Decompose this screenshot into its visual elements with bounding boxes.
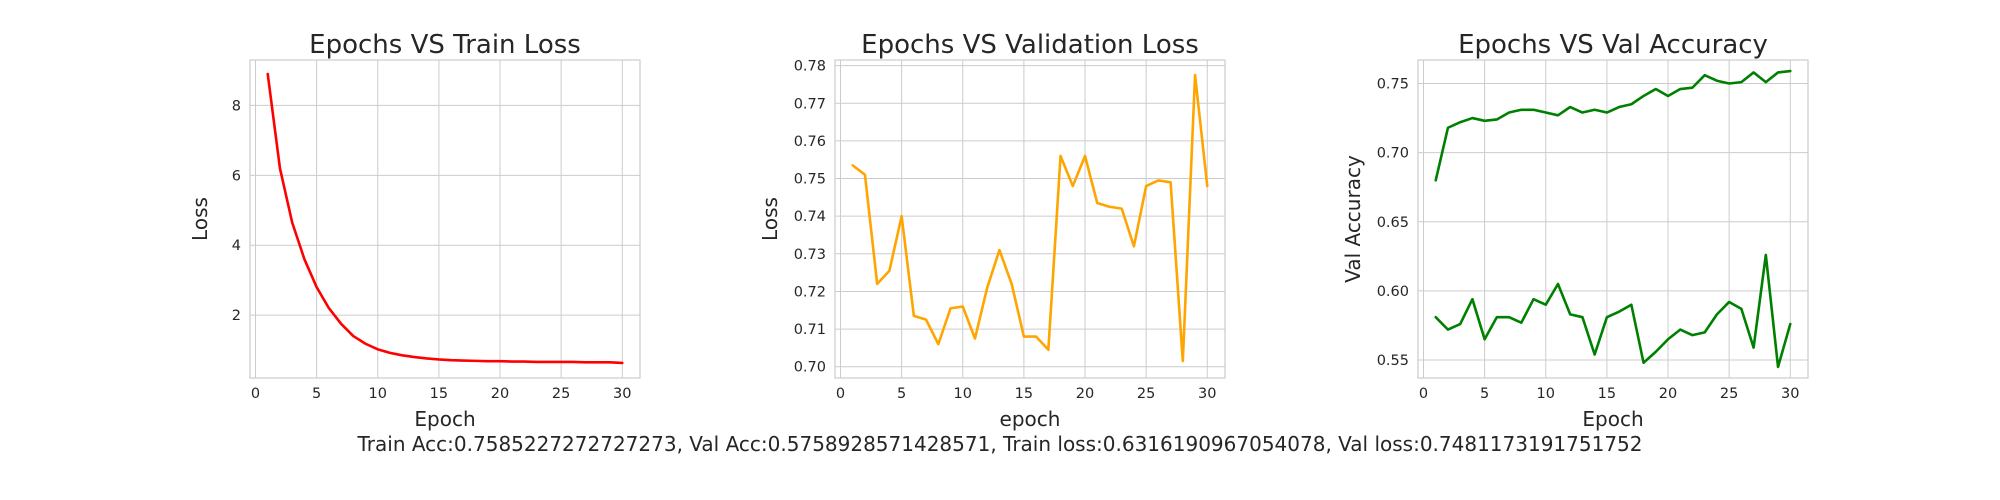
y-tick-label: 0.75: [1377, 77, 1409, 93]
x-tick-label: 5: [312, 386, 321, 402]
x-tick-label: 15: [430, 386, 448, 402]
x-tick-label: 20: [1076, 386, 1094, 402]
y-tick-label: 0.71: [794, 322, 826, 338]
y-tick-label: 0.65: [1377, 215, 1409, 231]
plot-frame: [1417, 59, 1809, 379]
y-tick-label: 0.72: [794, 284, 826, 300]
chart-title: Epochs VS Validation Loss: [861, 30, 1199, 60]
x-tick-label: 25: [1720, 386, 1738, 402]
y-tick-label: 4: [232, 238, 241, 254]
x-tick-label: 30: [613, 386, 631, 402]
y-tick-label: 0.77: [794, 96, 826, 112]
chart-title: Epochs VS Val Accuracy: [1458, 30, 1768, 60]
plot-frame: [834, 59, 1226, 379]
chart-title: Epochs VS Train Loss: [309, 30, 581, 60]
x-axis-label: epoch: [1000, 407, 1061, 431]
series-line: [851, 73, 1209, 363]
y-axis-label: Loss: [758, 197, 782, 241]
chart-val-accuracy: 0 5 10 15 20 25 30 0.55 0.60 0.65 0.70 0.75 Epochs V…: [1341, 30, 1809, 431]
y-tick-label: 8: [232, 98, 241, 114]
series-line: [1434, 69, 1792, 182]
y-tick-label: 0.76: [794, 134, 826, 150]
x-tick-label: 10: [954, 386, 972, 402]
x-tick-label: 20: [491, 386, 509, 402]
series-line: [1434, 253, 1792, 369]
x-tick-label: 15: [1598, 386, 1616, 402]
x-axis-label: Epoch: [1582, 407, 1643, 431]
x-tick-label: 15: [1015, 386, 1033, 402]
x-tick-label: 25: [1137, 386, 1155, 402]
x-tick-label: 5: [1480, 386, 1489, 402]
y-tick-label: 6: [232, 168, 241, 184]
y-tick-label: 2: [232, 308, 241, 324]
series-line: [266, 72, 624, 365]
x-axis-label: Epoch: [414, 407, 475, 431]
x-tick-label: 10: [369, 386, 387, 402]
x-tick-label: 30: [1198, 386, 1216, 402]
plot-frame: [249, 59, 641, 379]
chart-train-loss: 0 5 10 15 20 25 30 2 4 6 8 Epochs VS Train Loss Epoc…: [188, 30, 641, 431]
x-tick-label: 20: [1659, 386, 1677, 402]
y-tick-label: 0.73: [794, 247, 826, 263]
x-tick-label: 0: [251, 386, 260, 402]
y-tick-label: 0.55: [1377, 353, 1409, 369]
x-tick-label: 25: [552, 386, 570, 402]
x-tick-label: 0: [836, 386, 845, 402]
x-tick-label: 5: [897, 386, 906, 402]
chart-validation-loss: 0 5 10 15 20 25 30 0.70 0.71 0.72 0.73 0.74 0.75 0.76…: [758, 30, 1226, 431]
y-tick-label: 0.60: [1377, 284, 1409, 300]
x-tick-label: 10: [1537, 386, 1555, 402]
y-tick-label: 0.70: [1377, 146, 1409, 162]
y-tick-label: 0.74: [794, 209, 826, 225]
y-axis-label: Val Accuracy: [1341, 155, 1365, 283]
y-tick-label: 0.78: [794, 59, 826, 75]
y-axis-label: Loss: [188, 197, 212, 241]
x-tick-label: 0: [1419, 386, 1428, 402]
summary-text: Train Acc:0.7585227272727273, Val Acc:0.…: [357, 432, 1643, 456]
y-tick-label: 0.70: [794, 360, 826, 376]
y-tick-label: 0.75: [794, 172, 826, 188]
x-tick-label: 30: [1781, 386, 1799, 402]
